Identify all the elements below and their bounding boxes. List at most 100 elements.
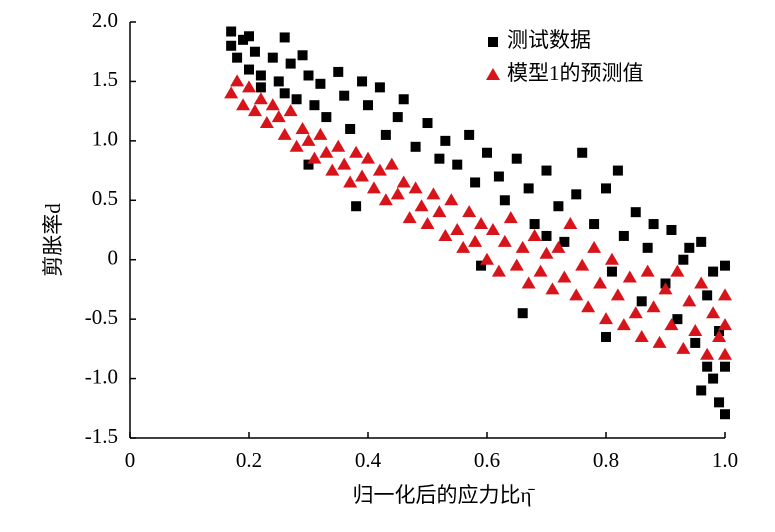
square-marker xyxy=(410,141,421,152)
square-marker xyxy=(244,31,254,42)
triangle-marker xyxy=(247,104,262,117)
square-marker xyxy=(279,88,290,99)
triangle-marker xyxy=(557,270,572,283)
triangle-marker xyxy=(468,234,483,247)
y-tick-label: -1.0 xyxy=(85,364,118,388)
square-marker xyxy=(589,219,600,230)
square-marker xyxy=(606,266,617,277)
triangle-marker xyxy=(224,86,239,99)
square-marker xyxy=(309,100,320,111)
square-marker xyxy=(398,94,409,105)
square-marker xyxy=(696,385,707,396)
square-marker xyxy=(708,266,719,277)
triangle-marker xyxy=(283,104,298,117)
triangle-marker xyxy=(242,80,256,93)
square-marker xyxy=(232,52,243,63)
square-marker xyxy=(422,118,433,129)
triangle-marker xyxy=(509,258,524,271)
square-marker xyxy=(482,147,492,158)
square-marker xyxy=(720,361,730,372)
triangle-marker xyxy=(450,223,465,235)
triangle-marker xyxy=(438,228,453,241)
triangle-marker xyxy=(337,157,352,170)
triangle-marker xyxy=(456,240,471,253)
x-tick-label: 0.8 xyxy=(593,448,619,472)
triangle-marker xyxy=(462,205,477,218)
triangle-marker xyxy=(414,199,429,212)
triangle-marker xyxy=(712,329,727,342)
square-marker xyxy=(476,260,487,271)
square-marker xyxy=(493,171,504,182)
square-marker xyxy=(345,123,356,134)
square-marker xyxy=(571,189,582,200)
square-marker xyxy=(541,230,552,241)
square-marker xyxy=(636,296,647,307)
triangle-marker xyxy=(265,98,280,111)
x-tick-label: 1.0 xyxy=(712,448,738,472)
square-marker xyxy=(315,78,326,89)
square-marker xyxy=(523,183,534,194)
triangle-marker xyxy=(718,318,732,331)
triangle-marker xyxy=(355,169,370,182)
y-tick-label: 0.5 xyxy=(92,186,118,210)
triangle-marker xyxy=(408,181,423,194)
triangle-marker xyxy=(503,211,518,224)
triangle-marker xyxy=(551,240,566,253)
square-marker xyxy=(499,195,510,206)
x-axis-label: 归一化后的应力比η̄ xyxy=(353,483,536,507)
square-marker xyxy=(321,112,332,123)
triangle-marker xyxy=(545,282,560,295)
square-marker xyxy=(374,82,385,93)
x-tick-label: 0.4 xyxy=(355,448,382,472)
square-marker xyxy=(273,76,284,87)
triangle-marker xyxy=(277,127,292,140)
triangle-marker xyxy=(563,217,578,230)
square-marker xyxy=(392,112,403,123)
square-marker xyxy=(648,219,659,230)
y-tick-label: 1.5 xyxy=(92,67,118,91)
x-tick-label: 0 xyxy=(125,448,136,472)
triangle-marker xyxy=(539,246,554,259)
square-marker xyxy=(291,94,302,105)
square-marker xyxy=(440,135,451,146)
triangle-marker xyxy=(700,347,715,360)
square-marker xyxy=(618,230,629,241)
triangle-marker xyxy=(718,347,732,360)
triangle-marker xyxy=(378,193,393,206)
triangle-marker xyxy=(610,288,625,301)
square-marker xyxy=(720,409,730,420)
triangle-marker xyxy=(694,276,709,289)
square-marker xyxy=(559,236,570,247)
triangle-marker xyxy=(521,276,536,289)
triangle-marker xyxy=(486,68,500,80)
triangle-marker xyxy=(474,217,489,230)
square-marker xyxy=(601,183,611,194)
triangle-marker xyxy=(396,175,411,188)
triangle-marker xyxy=(444,193,459,206)
triangle-marker xyxy=(682,294,697,307)
square-marker xyxy=(238,34,249,45)
triangle-marker xyxy=(313,127,328,140)
square-marker xyxy=(470,177,481,188)
y-tick-label: 2.0 xyxy=(92,8,118,32)
square-marker xyxy=(279,32,290,43)
triangle-marker xyxy=(420,217,435,230)
y-tick-label: 1.0 xyxy=(92,127,118,151)
triangle-marker xyxy=(593,276,608,289)
triangle-marker xyxy=(230,74,245,87)
triangle-marker xyxy=(634,329,649,342)
triangle-marker xyxy=(384,157,399,170)
square-marker xyxy=(244,64,254,75)
square-marker xyxy=(226,40,237,51)
square-marker xyxy=(339,90,350,101)
triangle-marker xyxy=(587,240,602,253)
triangle-marker xyxy=(676,341,691,354)
y-axis-label: 剪胀率d xyxy=(41,203,65,277)
square-marker xyxy=(464,129,475,140)
square-marker xyxy=(333,66,344,77)
triangle-marker xyxy=(628,306,643,319)
square-marker xyxy=(488,37,498,47)
triangle-marker xyxy=(253,92,268,105)
square-marker xyxy=(672,314,683,325)
